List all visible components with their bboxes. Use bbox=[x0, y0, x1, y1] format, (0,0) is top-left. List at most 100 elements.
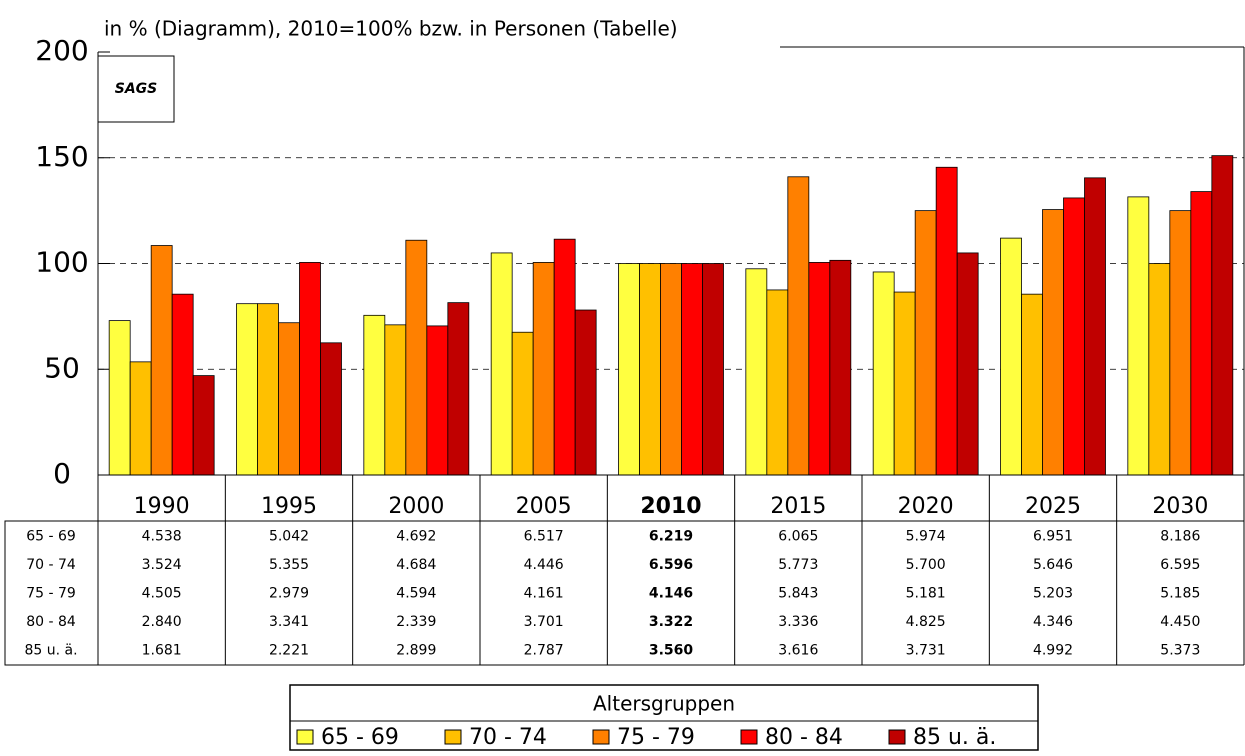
x-tick-label: 2030 bbox=[1152, 494, 1208, 519]
table-cell: 3.731 bbox=[906, 643, 946, 659]
legend-title: Altersgruppen bbox=[593, 692, 735, 716]
bar bbox=[787, 176, 810, 476]
bar bbox=[574, 309, 597, 476]
table-cell: 6.219 bbox=[649, 528, 693, 544]
table-cell: 6.517 bbox=[524, 528, 564, 544]
table-cell: 4.161 bbox=[524, 586, 564, 602]
bar bbox=[278, 322, 300, 476]
table-cell: 4.594 bbox=[396, 586, 436, 602]
x-tick-label: 2025 bbox=[1025, 494, 1081, 519]
bar bbox=[1063, 197, 1085, 476]
table-cell: 5.181 bbox=[906, 586, 946, 602]
bar bbox=[1148, 263, 1171, 476]
table-cell: 6.065 bbox=[778, 528, 818, 544]
bar bbox=[829, 259, 852, 476]
bar bbox=[405, 239, 428, 476]
bar bbox=[1084, 177, 1106, 476]
table-cell: 5.203 bbox=[1033, 586, 1073, 602]
table-cell: 2.899 bbox=[396, 643, 436, 659]
x-tick-label: 1990 bbox=[134, 494, 190, 519]
table-cell: 2.979 bbox=[269, 586, 309, 602]
bar bbox=[893, 291, 916, 476]
legend-label: 75 - 79 bbox=[617, 725, 695, 750]
logo: SAGS bbox=[115, 81, 158, 97]
bar bbox=[129, 361, 152, 476]
legend-swatch bbox=[296, 729, 314, 745]
table-cell: 3.560 bbox=[649, 643, 694, 659]
bar bbox=[426, 325, 449, 476]
table-cell: 1.681 bbox=[142, 643, 182, 659]
table-cell: 2.787 bbox=[524, 643, 564, 659]
table-cell: 5.373 bbox=[1160, 643, 1200, 659]
y-tick-label: 150 bbox=[35, 140, 88, 173]
table-row-label: 75 - 79 bbox=[26, 586, 76, 602]
bar bbox=[236, 303, 258, 476]
table-cell: 4.346 bbox=[1033, 614, 1073, 630]
table-cell: 4.450 bbox=[1160, 614, 1200, 630]
x-tick-label: 2005 bbox=[516, 494, 572, 519]
bar bbox=[363, 314, 386, 476]
bar bbox=[150, 245, 173, 476]
table-cell: 5.646 bbox=[1033, 557, 1073, 573]
table-cell: 4.692 bbox=[396, 528, 436, 544]
bar bbox=[681, 263, 703, 476]
legend-swatch bbox=[592, 729, 610, 745]
bar bbox=[320, 342, 342, 476]
bar bbox=[299, 262, 321, 476]
bar bbox=[618, 263, 640, 476]
bar bbox=[490, 252, 513, 476]
bar bbox=[447, 302, 470, 476]
table-cell: 3.524 bbox=[142, 557, 182, 573]
table-cell: 4.505 bbox=[142, 586, 182, 602]
table-cell: 4.146 bbox=[649, 586, 693, 602]
legend-label: 65 - 69 bbox=[321, 725, 399, 750]
y-tick-label: 50 bbox=[44, 351, 80, 384]
legend-box bbox=[289, 684, 1039, 751]
bar bbox=[956, 252, 979, 476]
table-cell: 6.951 bbox=[1033, 528, 1073, 544]
table-cell: 6.596 bbox=[649, 557, 693, 573]
y-tick-label: 200 bbox=[35, 34, 88, 67]
x-tick-label: 2015 bbox=[770, 494, 826, 519]
bar bbox=[935, 166, 958, 476]
y-tick-label: 100 bbox=[35, 246, 88, 279]
table-cell: 5.974 bbox=[906, 528, 946, 544]
table-cell: 5.042 bbox=[269, 528, 309, 544]
bar bbox=[1169, 210, 1192, 476]
x-tick-label: 2010 bbox=[640, 494, 701, 519]
bar bbox=[1021, 293, 1043, 476]
bar bbox=[1190, 191, 1213, 476]
table-cell: 4.825 bbox=[906, 614, 946, 630]
table-row-label: 80 - 84 bbox=[26, 614, 76, 630]
table-cell: 5.185 bbox=[1160, 586, 1200, 602]
table-cell: 2.840 bbox=[142, 614, 182, 630]
bar bbox=[808, 262, 831, 476]
legend-swatch bbox=[888, 729, 906, 745]
bar bbox=[745, 268, 768, 476]
bar bbox=[639, 263, 661, 476]
x-tick-label: 1995 bbox=[261, 494, 317, 519]
table-cell: 3.341 bbox=[269, 614, 309, 630]
table-cell: 2.221 bbox=[269, 643, 309, 659]
bar bbox=[1000, 237, 1022, 476]
table-cell: 6.595 bbox=[1160, 557, 1200, 573]
table-cell: 4.538 bbox=[142, 528, 182, 544]
bar bbox=[192, 375, 215, 476]
bar bbox=[511, 331, 534, 476]
legend-swatch bbox=[444, 729, 462, 745]
table-cell: 5.355 bbox=[269, 557, 309, 573]
table-row-label: 65 - 69 bbox=[26, 528, 76, 544]
logo-box bbox=[97, 55, 175, 123]
table-cell: 3.322 bbox=[649, 614, 693, 630]
bar bbox=[1211, 155, 1234, 476]
x-tick-label: 2020 bbox=[898, 494, 954, 519]
legend-label: 85 u. ä. bbox=[913, 725, 996, 750]
bar bbox=[171, 293, 194, 476]
x-tick-label: 2000 bbox=[388, 494, 444, 519]
table-cell: 4.446 bbox=[524, 557, 564, 573]
table-cell: 3.336 bbox=[778, 614, 818, 630]
table-cell: 8.186 bbox=[1160, 528, 1200, 544]
bar bbox=[702, 263, 724, 476]
bar bbox=[532, 262, 555, 476]
bar bbox=[660, 263, 682, 476]
